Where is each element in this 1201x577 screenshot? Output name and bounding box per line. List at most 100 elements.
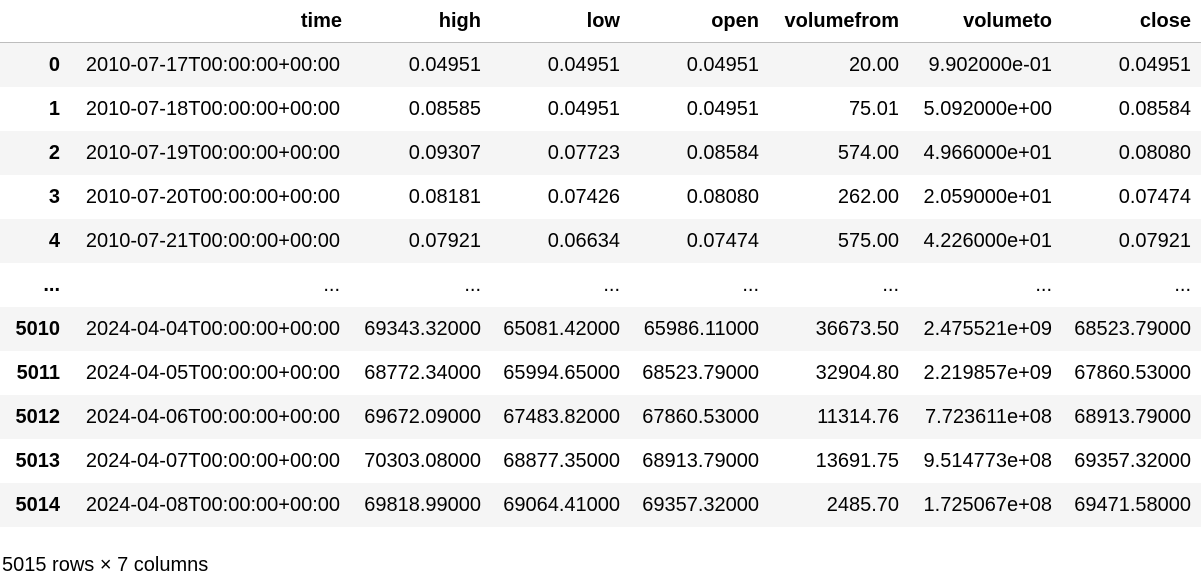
cell-close: 69471.58000 <box>1074 493 1191 516</box>
cell-volumeto: 2.219857e+09 <box>923 361 1052 384</box>
cell-low: 65994.65000 <box>503 361 620 384</box>
row-index: 2 <box>48 141 60 164</box>
cell-low: 0.06634 <box>547 229 620 252</box>
cell-high: 0.04951 <box>408 53 481 76</box>
row-index: ... <box>43 273 60 296</box>
column-header-time: time <box>70 0 352 43</box>
cell-volumeto: 5.092000e+00 <box>923 97 1052 120</box>
table-row: 0 2010-07-17T00:00:00+00:00 0.04951 0.04951… <box>0 42 1201 87</box>
cell-close: 69357.32000 <box>1074 449 1191 472</box>
cell-volumefrom: ... <box>882 273 899 296</box>
cell-time: 2024-04-06T00:00:00+00:00 <box>85 405 340 428</box>
cell-volumefrom: 11314.76 <box>817 405 899 428</box>
row-index: 5013 <box>15 449 61 472</box>
cell-volumeto: 2.475521e+09 <box>923 317 1052 340</box>
cell-close: 0.07474 <box>1118 185 1191 208</box>
cell-open: 68913.79000 <box>642 449 759 472</box>
column-header-low: low <box>491 0 630 43</box>
cell-low: 0.04951 <box>547 97 620 120</box>
column-header-volumefrom: volumefrom <box>769 0 909 43</box>
cell-time: 2024-04-08T00:00:00+00:00 <box>85 493 340 516</box>
table-row: 5010 2024-04-04T00:00:00+00:00 69343.32000… <box>0 307 1201 351</box>
index-header <box>0 0 70 43</box>
cell-volumeto: 1.725067e+08 <box>923 493 1052 516</box>
cell-time: 2010-07-19T00:00:00+00:00 <box>85 141 340 164</box>
cell-low: 0.04951 <box>547 53 620 76</box>
cell-high: 69343.32000 <box>364 317 481 340</box>
table-body: 0 2010-07-17T00:00:00+00:00 0.04951 0.04951… <box>0 42 1201 527</box>
row-index: 5012 <box>15 405 61 428</box>
cell-open: 0.08584 <box>686 141 759 164</box>
cell-volumeto: 9.514773e+08 <box>923 449 1052 472</box>
cell-close: 0.08584 <box>1118 97 1191 120</box>
cell-low: ... <box>603 273 620 296</box>
cell-volumefrom: 13691.75 <box>815 449 899 472</box>
table-row: 1 2010-07-18T00:00:00+00:00 0.08585 0.04951… <box>0 87 1201 131</box>
cell-high: 69818.99000 <box>364 493 481 516</box>
cell-time: 2024-04-07T00:00:00+00:00 <box>85 449 340 472</box>
cell-volumefrom: 2485.70 <box>826 493 899 516</box>
table-row: 4 2010-07-21T00:00:00+00:00 0.07921 0.06634… <box>0 219 1201 263</box>
cell-close: 0.07921 <box>1118 229 1191 252</box>
ellipsis-row: ........................ <box>0 263 1201 307</box>
cell-high: 0.09307 <box>408 141 481 164</box>
cell-open: 68523.79000 <box>642 361 759 384</box>
cell-close: 0.08080 <box>1118 141 1191 164</box>
cell-close: 68913.79000 <box>1074 405 1191 428</box>
cell-close: 0.04951 <box>1118 53 1191 76</box>
cell-volumeto: 4.226000e+01 <box>923 229 1052 252</box>
cell-low: 0.07426 <box>547 185 620 208</box>
cell-time: 2024-04-04T00:00:00+00:00 <box>85 317 340 340</box>
cell-volumefrom: 36673.50 <box>815 317 899 340</box>
column-header-high: high <box>352 0 491 43</box>
cell-open: 67860.53000 <box>642 405 759 428</box>
cell-volumefrom: 574.00 <box>837 141 899 164</box>
cell-volumefrom: 20.00 <box>848 53 899 76</box>
column-header-volumeto: volumeto <box>909 0 1062 43</box>
cell-open: 0.04951 <box>686 97 759 120</box>
cell-high: 0.08181 <box>408 185 481 208</box>
cell-open: 65986.11000 <box>643 317 759 340</box>
table-row: 5014 2024-04-08T00:00:00+00:00 69818.99000… <box>0 483 1201 527</box>
cell-close: ... <box>1174 273 1191 296</box>
cell-time: ... <box>323 273 340 296</box>
column-header-open: open <box>630 0 769 43</box>
cell-volumefrom: 575.00 <box>837 229 899 252</box>
cell-open: 69357.32000 <box>642 493 759 516</box>
column-header-close: close <box>1062 0 1201 43</box>
table-header: time high low open volumefrom volumeto close <box>0 0 1201 43</box>
header-row: time high low open volumefrom volumeto close <box>0 0 1201 43</box>
cell-low: 67483.82000 <box>503 405 620 428</box>
row-index: 5010 <box>15 317 61 340</box>
table-row: 5012 2024-04-06T00:00:00+00:00 69672.09000… <box>0 395 1201 439</box>
cell-high: 0.08585 <box>408 97 481 120</box>
shape-summary: 5015 rows × 7 columns <box>2 554 209 576</box>
cell-close: 67860.53000 <box>1074 361 1191 384</box>
cell-volumefrom: 32904.80 <box>815 361 899 384</box>
cell-volumefrom: 75.01 <box>848 97 899 120</box>
cell-time: 2010-07-18T00:00:00+00:00 <box>85 97 340 120</box>
table-row: 2 2010-07-19T00:00:00+00:00 0.09307 0.07723… <box>0 131 1201 175</box>
cell-high: 68772.34000 <box>364 361 481 384</box>
cell-time: 2010-07-20T00:00:00+00:00 <box>85 185 340 208</box>
cell-open: ... <box>742 273 759 296</box>
cell-volumeto: 4.966000e+01 <box>923 141 1052 164</box>
cell-high: ... <box>464 273 481 296</box>
cell-low: 65081.42000 <box>503 317 620 340</box>
cell-close: 68523.79000 <box>1074 317 1191 340</box>
cell-high: 69672.09000 <box>364 405 481 428</box>
row-index: 5014 <box>15 493 61 516</box>
table-row: 5011 2024-04-05T00:00:00+00:00 68772.34000… <box>0 351 1201 395</box>
row-index: 3 <box>48 185 60 208</box>
row-index: 4 <box>48 229 60 252</box>
cell-open: 0.04951 <box>686 53 759 76</box>
cell-time: 2024-04-05T00:00:00+00:00 <box>85 361 340 384</box>
table-row: 3 2010-07-20T00:00:00+00:00 0.08181 0.07426… <box>0 175 1201 219</box>
cell-volumeto: 7.723611e+08 <box>925 405 1052 428</box>
cell-time: 2010-07-17T00:00:00+00:00 <box>85 53 340 76</box>
row-index: 1 <box>48 97 60 120</box>
cell-low: 69064.41000 <box>503 493 620 516</box>
cell-high: 0.07921 <box>408 229 481 252</box>
cell-low: 0.07723 <box>547 141 620 164</box>
